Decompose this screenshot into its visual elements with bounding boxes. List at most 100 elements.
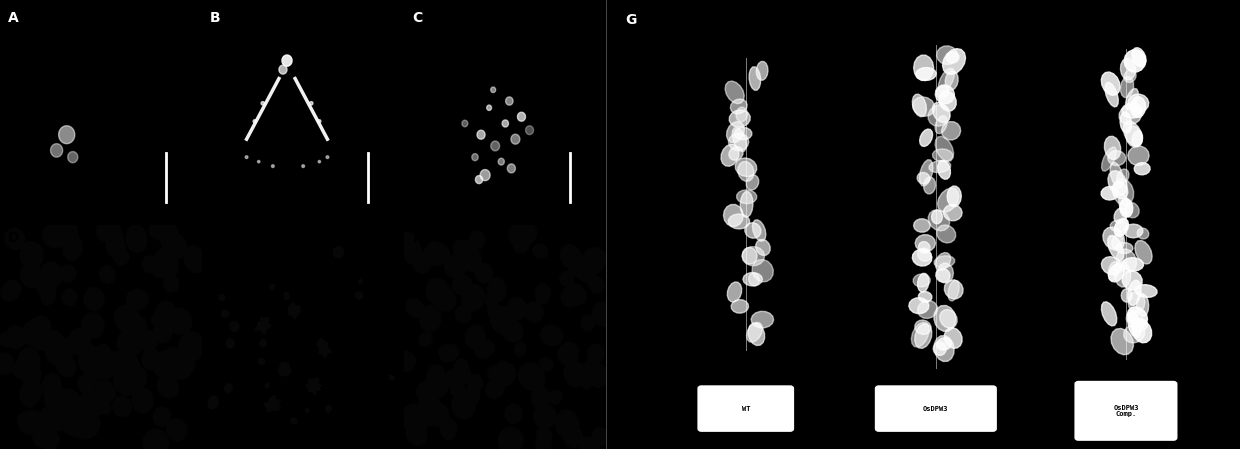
Polygon shape (114, 368, 139, 395)
Polygon shape (294, 310, 299, 316)
Polygon shape (427, 278, 450, 306)
Polygon shape (1135, 240, 1152, 264)
Point (293, 163, 312, 170)
Polygon shape (334, 247, 343, 258)
Polygon shape (99, 265, 115, 283)
Polygon shape (756, 62, 768, 80)
Polygon shape (77, 342, 97, 363)
Polygon shape (1122, 258, 1143, 271)
Point (237, 154, 257, 161)
Polygon shape (507, 298, 527, 319)
Polygon shape (517, 112, 526, 121)
Polygon shape (61, 338, 76, 355)
Polygon shape (1121, 58, 1136, 80)
Polygon shape (151, 312, 167, 328)
Polygon shape (737, 190, 756, 204)
Polygon shape (162, 251, 176, 266)
FancyBboxPatch shape (875, 386, 996, 431)
Polygon shape (284, 292, 289, 299)
Text: D: D (9, 231, 20, 245)
Polygon shape (931, 210, 942, 224)
Polygon shape (47, 408, 68, 431)
Polygon shape (1101, 147, 1116, 171)
Polygon shape (916, 67, 936, 80)
Polygon shape (451, 364, 471, 384)
Polygon shape (491, 87, 496, 92)
Polygon shape (729, 110, 750, 127)
Polygon shape (560, 287, 578, 307)
Polygon shape (167, 308, 192, 334)
Polygon shape (559, 419, 575, 436)
Polygon shape (109, 229, 123, 245)
Polygon shape (454, 359, 469, 373)
Polygon shape (451, 391, 476, 419)
Polygon shape (5, 228, 25, 250)
Polygon shape (1132, 131, 1142, 146)
Polygon shape (1112, 179, 1133, 205)
Polygon shape (306, 379, 322, 396)
Polygon shape (186, 250, 210, 273)
Polygon shape (944, 205, 962, 221)
Polygon shape (756, 239, 770, 255)
Polygon shape (532, 244, 548, 258)
Polygon shape (439, 345, 454, 361)
Polygon shape (184, 246, 205, 271)
Polygon shape (84, 288, 104, 311)
Polygon shape (911, 322, 929, 347)
Polygon shape (51, 144, 63, 157)
Polygon shape (289, 303, 300, 319)
Polygon shape (41, 288, 56, 305)
Polygon shape (159, 261, 174, 278)
Polygon shape (932, 102, 950, 123)
Polygon shape (1125, 70, 1136, 83)
Polygon shape (729, 147, 743, 160)
Polygon shape (428, 365, 446, 388)
Polygon shape (526, 126, 533, 135)
Point (310, 118, 330, 125)
Polygon shape (465, 325, 485, 349)
Polygon shape (109, 351, 124, 368)
Polygon shape (398, 352, 415, 371)
Polygon shape (25, 411, 47, 435)
Polygon shape (1125, 202, 1140, 218)
Polygon shape (153, 323, 172, 343)
Polygon shape (82, 395, 103, 417)
Polygon shape (37, 277, 56, 298)
Polygon shape (1105, 82, 1118, 107)
Polygon shape (914, 219, 930, 232)
Polygon shape (22, 321, 42, 345)
Polygon shape (723, 204, 743, 226)
Polygon shape (63, 236, 82, 260)
Polygon shape (579, 437, 599, 449)
Polygon shape (480, 170, 490, 180)
Polygon shape (455, 306, 471, 323)
Polygon shape (58, 126, 74, 144)
Polygon shape (422, 410, 435, 426)
Polygon shape (727, 122, 744, 143)
Polygon shape (461, 284, 485, 311)
Polygon shape (515, 342, 526, 357)
Polygon shape (306, 409, 309, 413)
Polygon shape (751, 311, 774, 328)
Polygon shape (749, 273, 759, 286)
Polygon shape (513, 235, 529, 253)
Polygon shape (745, 223, 761, 238)
Polygon shape (749, 67, 760, 90)
Polygon shape (20, 242, 43, 269)
Polygon shape (6, 326, 26, 348)
Polygon shape (936, 269, 950, 282)
Polygon shape (179, 331, 205, 361)
Polygon shape (913, 94, 926, 117)
Polygon shape (143, 429, 169, 449)
Polygon shape (177, 342, 196, 363)
Polygon shape (131, 388, 154, 413)
Polygon shape (489, 366, 505, 383)
Polygon shape (84, 373, 98, 389)
Polygon shape (1126, 88, 1138, 110)
Text: OsDPW3: OsDPW3 (923, 405, 949, 412)
Polygon shape (358, 279, 362, 283)
Polygon shape (46, 330, 62, 348)
Polygon shape (742, 247, 765, 266)
Polygon shape (229, 321, 239, 331)
Polygon shape (434, 287, 456, 311)
